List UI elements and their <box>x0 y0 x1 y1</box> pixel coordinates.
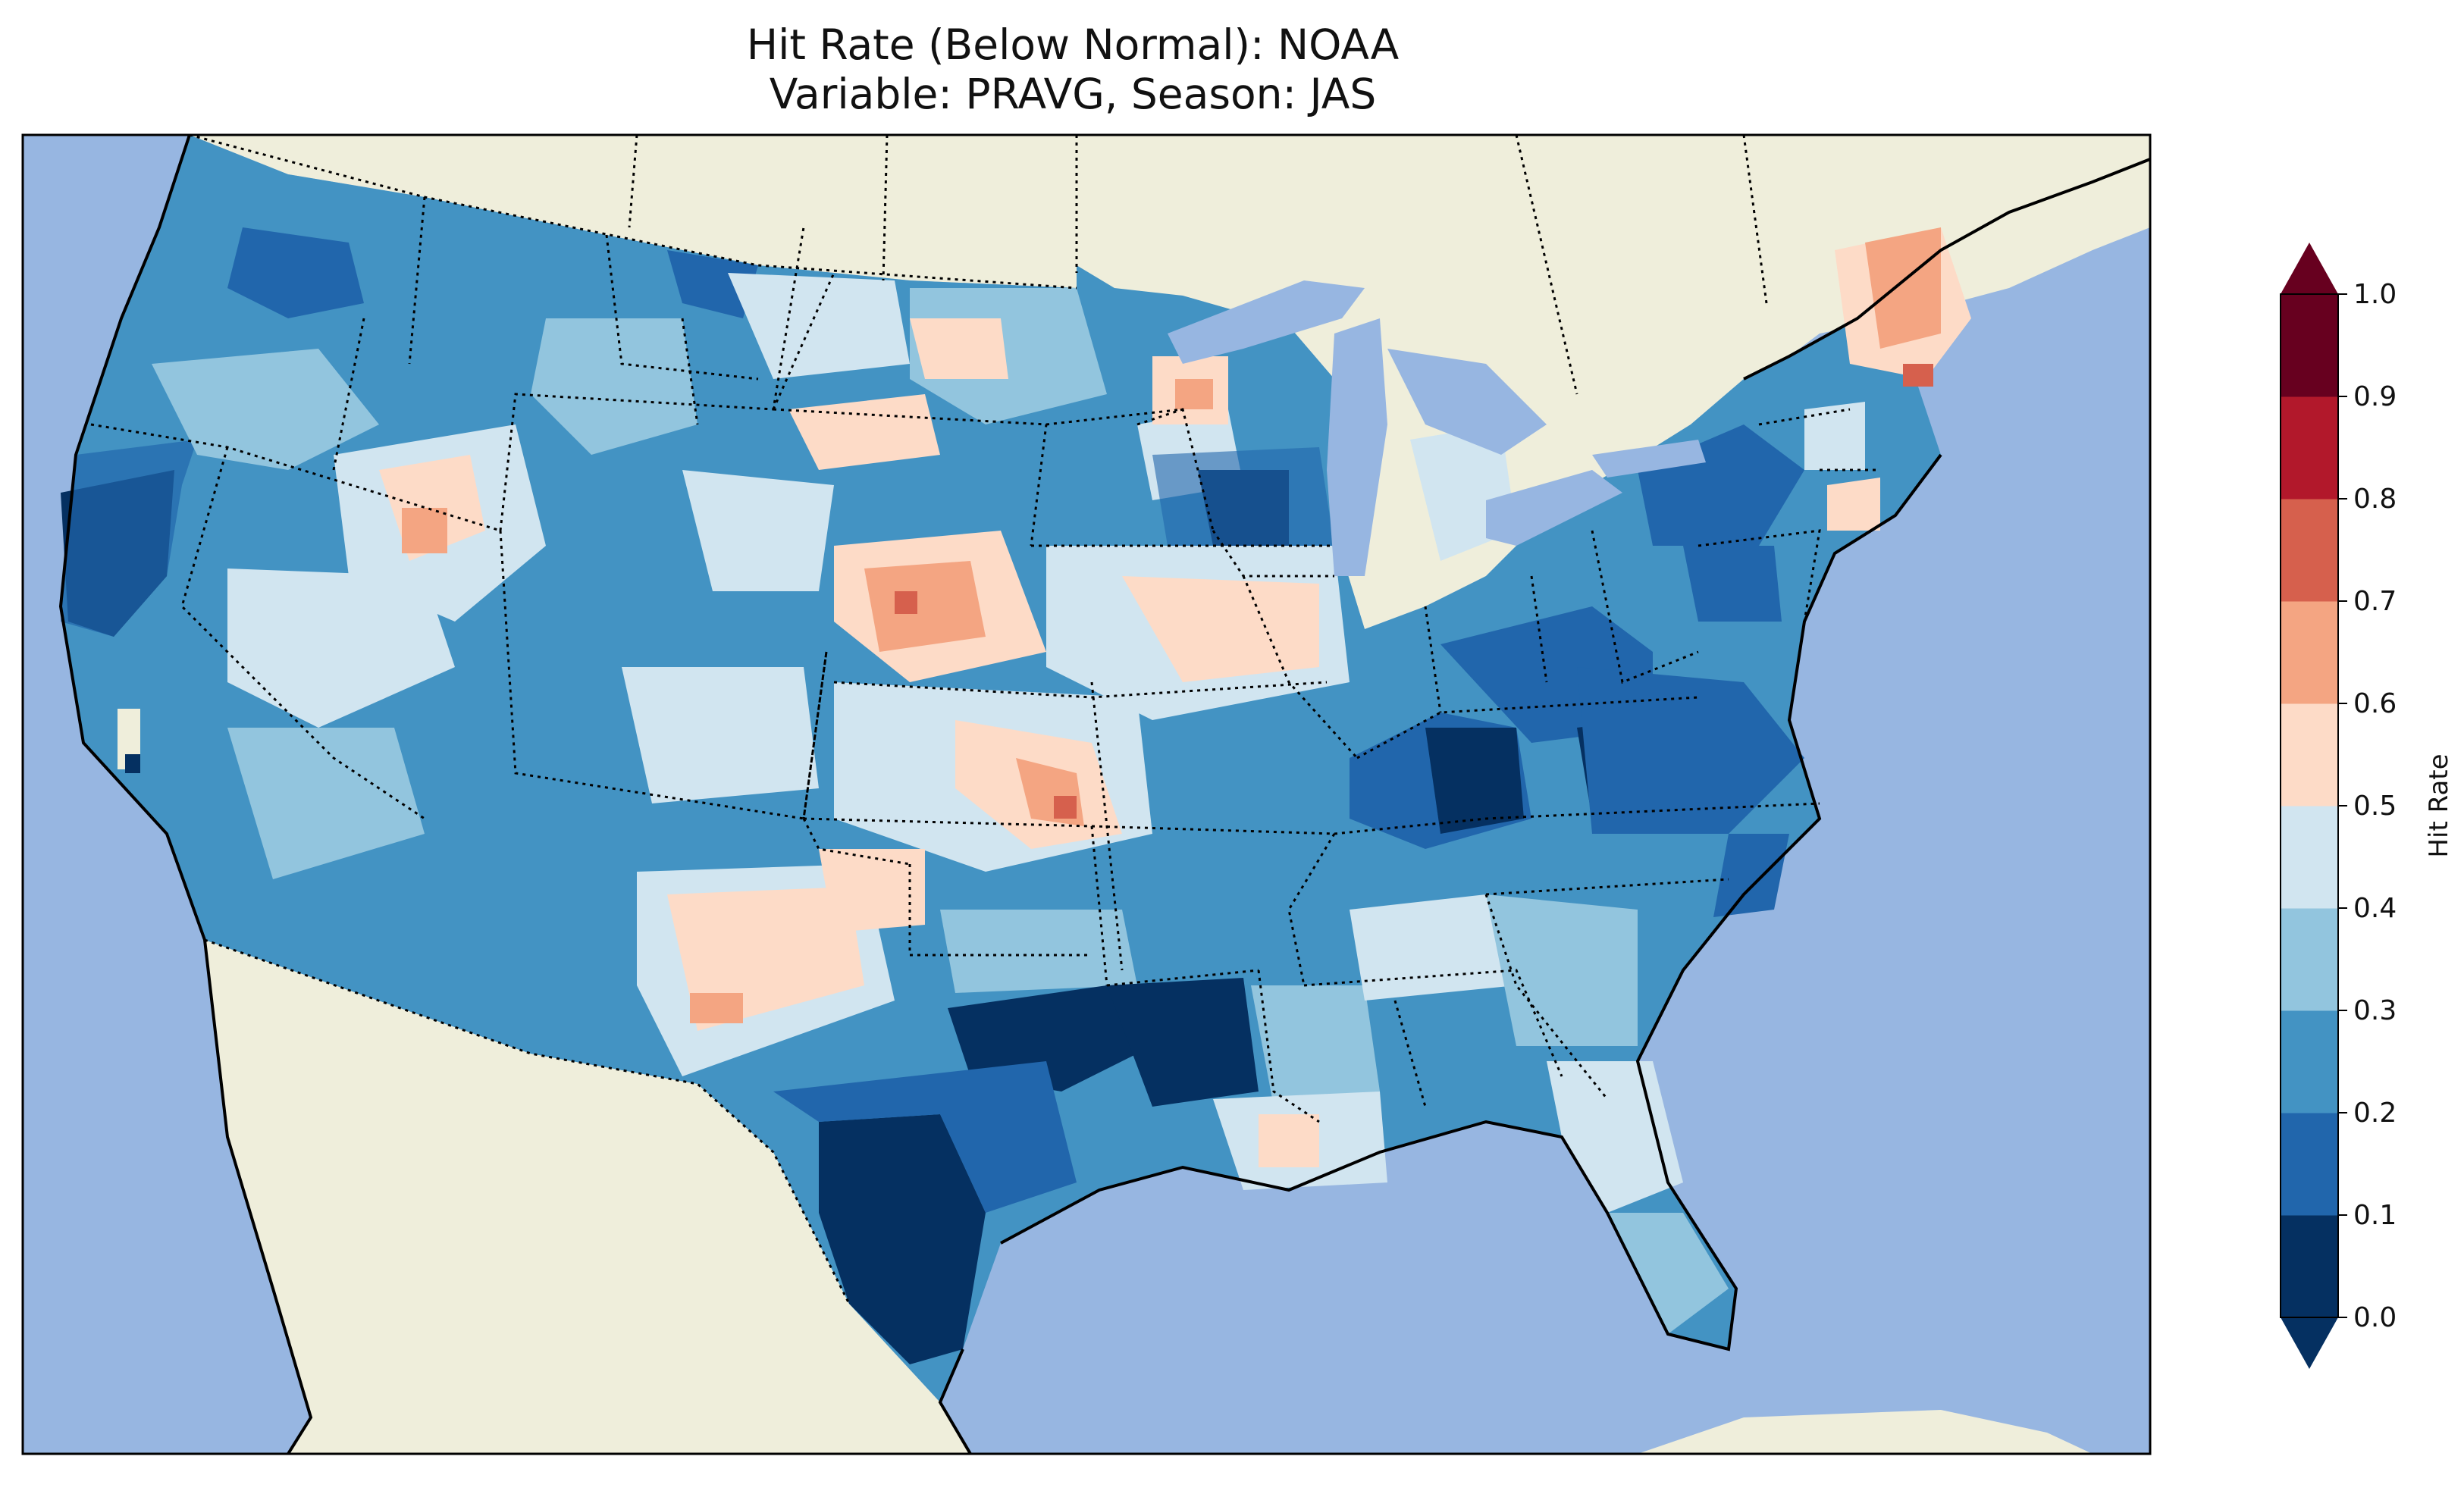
map-frame <box>21 133 2152 1455</box>
colorbar-segment <box>2281 294 2338 397</box>
colorbar-ticks: 0.0 0.1 0.2 0.3 0.4 0.5 0.6 0.7 0.8 0.9 1.0 <box>2338 279 2397 1333</box>
colorbar-min-extend <box>2281 1317 2338 1369</box>
colorbar-tick-label: 0.2 <box>2353 1098 2397 1129</box>
coastlines <box>58 134 2151 1455</box>
colorbar-segment <box>2281 1215 2338 1318</box>
colorbar-tick-label: 1.0 <box>2353 279 2397 310</box>
map-title: Hit Rate (Below Normal): NOAA <box>746 20 1400 69</box>
colorbar-segment <box>2281 499 2338 602</box>
hit-rate-patches <box>61 227 1971 1364</box>
country-borders <box>189 133 1768 1305</box>
great-lakes <box>1168 280 1706 576</box>
colorbar-tick-label: 0.1 <box>2353 1200 2397 1231</box>
mexico-land <box>205 940 970 1454</box>
map-subtitle: Variable: PRAVG, Season: JAS <box>769 70 1377 118</box>
canada-land <box>190 135 2150 629</box>
colorbar-segment <box>2281 908 2338 1011</box>
colorbar-label: Hit Rate <box>2424 753 2454 857</box>
colorbar-tick-label: 0.5 <box>2353 791 2397 822</box>
colorbar-max-extend <box>2281 243 2338 294</box>
colorbar-tick-label: 0.9 <box>2353 381 2397 412</box>
cuba-land <box>1638 1410 2093 1454</box>
colorbar-segment <box>2281 703 2338 807</box>
colorbar-tick-label: 0.0 <box>2353 1302 2397 1333</box>
colorbar-segment <box>2281 601 2338 704</box>
colorbar-tick-label: 0.3 <box>2353 995 2397 1026</box>
state-borders <box>90 196 1880 1123</box>
colorbar-segment <box>2281 1010 2338 1113</box>
colorbar-segments <box>2281 294 2338 1318</box>
colorbar-segment <box>2281 1113 2338 1216</box>
colorbar-tick-label: 0.4 <box>2353 893 2397 924</box>
colorbar-segment <box>2281 806 2338 909</box>
colorbar-tick-label: 0.6 <box>2353 688 2397 719</box>
colorbar-segment <box>2281 396 2338 500</box>
colorbar-tick-label: 0.7 <box>2353 586 2397 617</box>
colorbar-tick-label: 0.8 <box>2353 484 2397 515</box>
